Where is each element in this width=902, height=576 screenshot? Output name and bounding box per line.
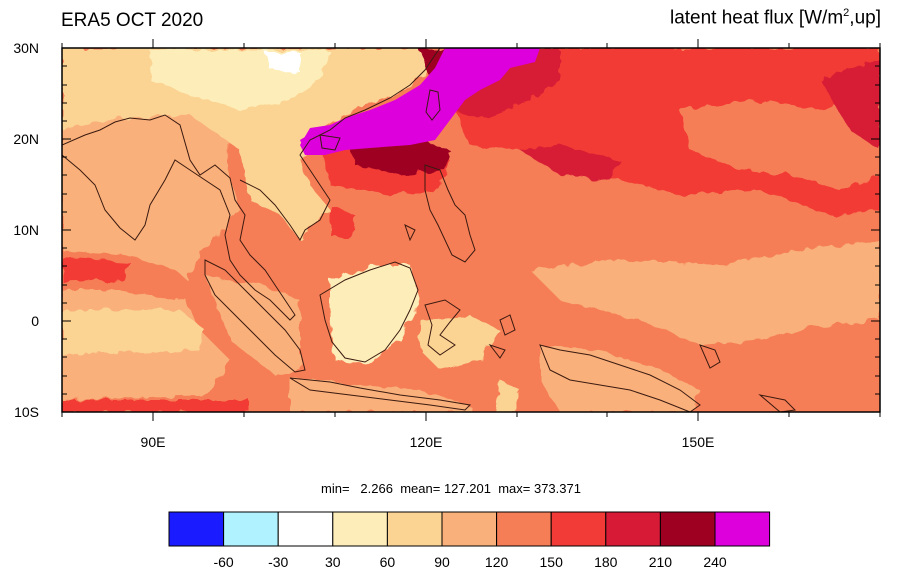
x-axis-labels: 90E 120E 150E [141,434,715,450]
colorbar-label-9: 240 [703,554,727,570]
lon-label-90e: 90E [141,434,166,450]
lon-label-150e: 150E [682,434,715,450]
colorbar-label-5: 120 [485,554,509,570]
patch-red-south [62,400,250,412]
coast-sulawesi [424,299,461,356]
patch-indian-south [62,310,205,355]
colorbar-box-3 [332,511,388,547]
stats-mean-value: 127.201 [443,481,491,496]
lat-label-0: 0 [31,313,39,329]
coast-philippines [424,164,476,263]
colorbar-box-0 [168,511,225,547]
colorbar-label-3: 60 [380,554,396,570]
colorbar: -60 -30 30 60 90 120 150 180 210 240 [168,511,771,570]
colorbar-label-4: 90 [434,554,450,570]
coast-java [289,377,472,411]
colorbar-label-8: 210 [649,554,673,570]
colorbar-label-6: 150 [540,554,564,570]
colorbar-box-10 [714,511,771,547]
lat-label-10s: 10S [14,404,39,420]
colorbar-box-8 [605,511,661,547]
field-patches [62,48,880,412]
patch-sulawesi [420,315,500,370]
stats-min-value: 2.266 [360,481,393,496]
title-right: latent heat flux [W/m2,up] [670,7,881,29]
patch-borneo [330,265,420,365]
colorbar-label-0: -60 [213,554,233,570]
colorbar-box-2 [277,511,334,547]
title-left: ERA5 OCT 2020 [61,10,204,31]
lat-label-30n: 30N [13,40,39,56]
title-right-prefix: latent heat flux [W/m [669,7,844,29]
axis-ticks [61,39,881,421]
stats-min-label: min= [321,481,350,496]
patch-asia [62,48,445,240]
colorbar-label-2: 30 [325,554,341,570]
colorbar-label-1: -30 [268,554,288,570]
colorbar-box-4 [386,511,443,547]
title-right-suffix: ,up] [849,7,881,29]
patch-inner-orange [680,90,880,190]
stats-max-label: max= [498,481,531,496]
patch-red-west [62,258,130,282]
coastlines [62,48,797,412]
coast-newguinea [539,344,701,412]
lon-label-120e: 120E [410,434,443,450]
coast-borneo [319,261,419,363]
patch-india [62,118,185,250]
colorbar-labels: -60 -30 30 60 90 120 150 180 210 240 [213,554,726,570]
coast-india-sea [62,114,296,321]
patch-red-dark-east [820,60,880,150]
flux-field [62,48,880,412]
stats-line: min= 2.266 mean= 127.201 max= 373.371 [0,481,902,496]
patch-magenta [300,48,540,155]
patch-newguinea [540,345,700,412]
title-right-sup: 2 [843,7,850,19]
colorbar-box-7 [550,511,607,547]
patch-java [290,378,470,412]
y-axis-labels: 30N 20N 10N 0 10S [13,40,39,420]
patch-sumatra [205,275,300,375]
coast-hainan [319,134,341,151]
lat-label-10n: 10N [13,222,39,238]
colorbar-label-7: 180 [594,554,618,570]
colorbar-box-9 [659,511,716,547]
patch-white [265,52,300,72]
lat-label-20n: 20N [13,131,39,147]
colorbar-box-1 [223,511,279,547]
stats-mean-label: mean= [400,481,441,496]
coast-taiwan [425,89,441,121]
coast-sumatra [204,259,306,373]
colorbar-box-5 [441,511,498,547]
colorbar-box-6 [496,511,552,547]
stats-max-value: 373.371 [533,481,581,496]
patch-pacific-light [530,240,880,345]
colorbar-boxes [168,511,771,547]
coast-indochina-china [239,48,441,241]
